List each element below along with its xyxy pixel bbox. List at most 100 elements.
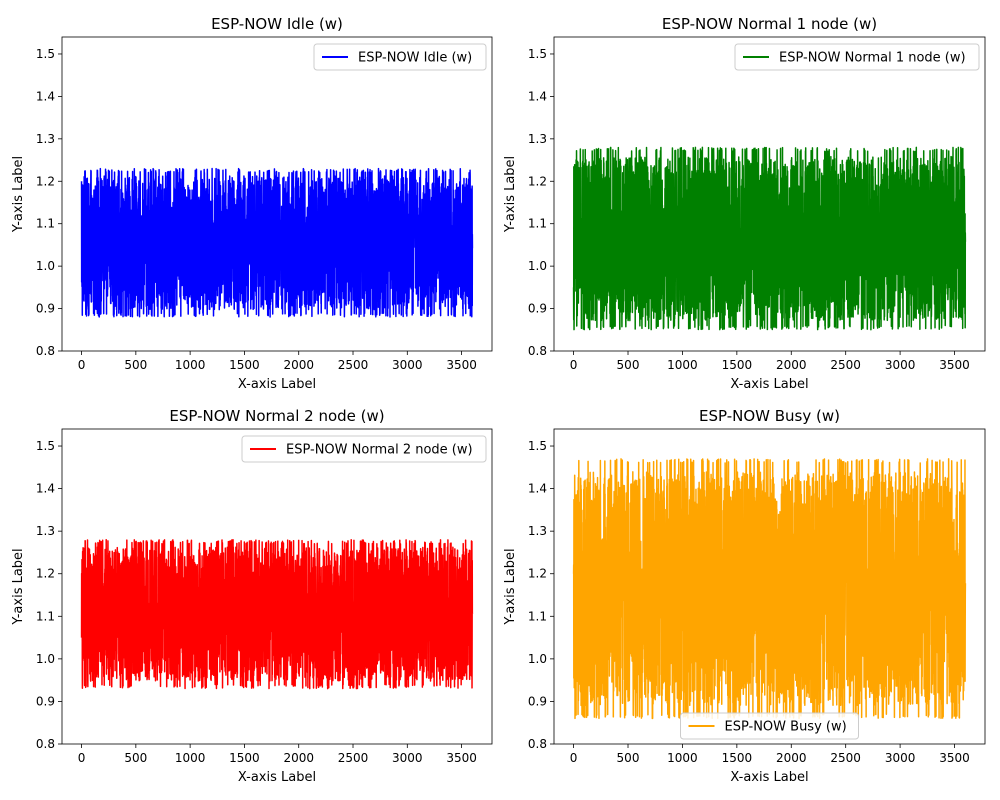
y-tick-label: 1.3	[528, 132, 547, 146]
x-tick-label: 3500	[939, 358, 970, 372]
x-tick-label: 500	[124, 358, 147, 372]
legend-label: ESP-NOW Busy (w)	[725, 720, 847, 735]
x-tick-label: 0	[570, 358, 578, 372]
y-tick-label: 0.8	[36, 344, 55, 358]
y-tick-label: 1.0	[528, 259, 547, 273]
y-tick-label: 1.4	[528, 89, 547, 103]
y-tick-label: 1.4	[36, 482, 55, 496]
subplot-2: 0 500 1000 1500 2000 2500 3000 3500 0.8 0.9 1.0 1.1…	[503, 15, 986, 392]
y-tick-label: 1.1	[528, 609, 547, 623]
x-tick-label: 500	[617, 751, 640, 765]
chart-title: ESP-NOW Normal 2 node (w)	[169, 407, 384, 425]
x-axis-label: X-axis Label	[730, 770, 808, 785]
chart-title: ESP-NOW Busy (w)	[699, 407, 840, 425]
y-axis-label: Y-axis Label	[11, 156, 26, 233]
x-tick-label: 3500	[446, 751, 477, 765]
y-tick-label: 0.9	[36, 694, 55, 708]
y-tick-label: 0.9	[528, 302, 547, 316]
y-tick-label: 1.5	[528, 47, 547, 61]
x-tick-label: 1000	[175, 751, 206, 765]
legend-label: ESP-NOW Normal 2 node (w)	[286, 443, 473, 458]
x-tick-label: 2000	[776, 358, 807, 372]
y-tick-label: 1.2	[528, 174, 547, 188]
y-tick-label: 1.1	[528, 217, 547, 231]
y-tick-label: 1.0	[528, 652, 547, 666]
subplot-4: 0 500 1000 1500 2000 2500 3000 3500 0.8 0.9 1.0 1.1…	[503, 407, 986, 785]
y-tick-label: 1.5	[36, 47, 55, 61]
y-tick-label: 1.5	[36, 439, 55, 453]
x-tick-label: 2500	[830, 751, 861, 765]
y-tick-label: 1.0	[36, 259, 55, 273]
y-tick-label: 1.1	[36, 609, 55, 623]
x-tick-label: 3500	[939, 751, 970, 765]
y-tick-label: 1.5	[528, 439, 547, 453]
x-tick-label: 1000	[667, 751, 698, 765]
x-tick-label: 2500	[830, 358, 861, 372]
legend: ESP-NOW Normal 1 node (w)	[734, 43, 980, 71]
axes-frame	[553, 428, 986, 745]
y-tick-label: 0.8	[528, 344, 547, 358]
x-tick-label: 2000	[776, 751, 807, 765]
x-tick-label: 0	[78, 358, 86, 372]
x-tick-label: 0	[570, 751, 578, 765]
series-line	[80, 167, 474, 318]
x-axis-label: X-axis Label	[730, 377, 808, 392]
y-tick-label: 0.9	[528, 694, 547, 708]
y-tick-label: 1.3	[528, 524, 547, 538]
chart-title: ESP-NOW Normal 1 node (w)	[662, 15, 877, 33]
subplot-1: 0 500 1000 1500 2000 2500 3000 3500 0.8 0.9 1.0 1.1…	[11, 15, 493, 392]
y-tick-label: 1.0	[36, 652, 55, 666]
x-tick-label: 2500	[338, 358, 369, 372]
x-tick-label: 2000	[283, 358, 314, 372]
y-tick-label: 1.3	[36, 132, 55, 146]
x-tick-label: 1000	[667, 358, 698, 372]
y-tick-label: 1.3	[36, 524, 55, 538]
y-tick-label: 0.8	[528, 737, 547, 751]
legend-box	[241, 435, 487, 463]
legend-box	[680, 712, 859, 740]
x-tick-label: 1000	[175, 358, 206, 372]
x-tick-label: 2500	[338, 751, 369, 765]
x-axis-label: X-axis Label	[238, 770, 316, 785]
y-tick-label: 1.4	[36, 89, 55, 103]
legend-box	[313, 43, 487, 71]
x-tick-label: 1500	[229, 751, 260, 765]
y-tick-label: 1.2	[528, 567, 547, 581]
x-tick-label: 500	[124, 751, 147, 765]
legend: ESP-NOW Idle (w)	[313, 43, 487, 71]
axes-frame	[61, 36, 493, 352]
legend: ESP-NOW Busy (w)	[680, 712, 859, 740]
legend: ESP-NOW Normal 2 node (w)	[241, 435, 487, 463]
legend-label: ESP-NOW Idle (w)	[358, 51, 472, 66]
x-tick-label: 3000	[885, 358, 916, 372]
x-tick-label: 1500	[722, 751, 753, 765]
subplot-3: 0 500 1000 1500 2000 2500 3000 3500 0.8 0.9 1.0 1.1…	[11, 407, 493, 785]
axes-frame	[553, 36, 986, 352]
x-tick-label: 3000	[885, 751, 916, 765]
y-tick-label: 1.1	[36, 217, 55, 231]
x-tick-label: 1500	[229, 358, 260, 372]
y-tick-label: 1.2	[36, 567, 55, 581]
chart-title: ESP-NOW Idle (w)	[211, 15, 343, 33]
x-tick-label: 500	[617, 358, 640, 372]
y-tick-label: 1.4	[528, 482, 547, 496]
axes-frame	[61, 428, 493, 745]
legend-box	[734, 43, 980, 71]
y-tick-label: 0.8	[36, 737, 55, 751]
y-tick-label: 0.9	[36, 302, 55, 316]
legend-label: ESP-NOW Normal 1 node (w)	[779, 51, 966, 66]
series-line	[572, 146, 967, 331]
x-tick-label: 3000	[392, 751, 423, 765]
series-line	[572, 458, 967, 720]
x-tick-label: 1500	[722, 358, 753, 372]
y-axis-label: Y-axis Label	[503, 156, 518, 233]
x-tick-label: 2000	[283, 751, 314, 765]
y-tick-label: 1.2	[36, 174, 55, 188]
y-axis-label: Y-axis Label	[503, 548, 518, 625]
series-line	[80, 538, 474, 690]
y-axis-label: Y-axis Label	[11, 548, 26, 625]
x-tick-label: 3000	[392, 358, 423, 372]
x-tick-label: 3500	[446, 358, 477, 372]
x-axis-label: X-axis Label	[238, 377, 316, 392]
